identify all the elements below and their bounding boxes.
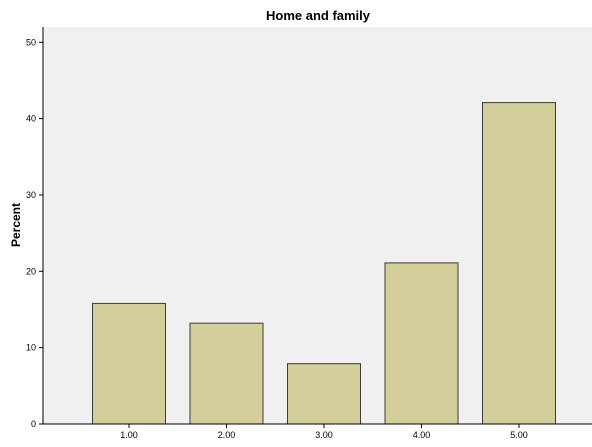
chart-title: Home and family (266, 8, 371, 23)
x-tick-label: 3.00 (315, 430, 333, 440)
y-tick-label: 50 (26, 37, 36, 47)
x-tick-label: 1.00 (120, 430, 138, 440)
y-axis-label: Percent (9, 203, 23, 247)
bar-1 (92, 302, 166, 425)
bars-group (92, 102, 556, 425)
y-axis: 0 10 20 30 40 50 (26, 27, 44, 429)
y-tick-label: 0 (31, 419, 36, 429)
y-tick-label: 30 (26, 190, 36, 200)
bar-4 (384, 262, 459, 425)
x-tick-label: 2.00 (218, 430, 236, 440)
bar-5 (482, 102, 556, 425)
y-tick-label: 10 (26, 343, 36, 353)
y-tick-label: 20 (26, 266, 36, 276)
x-tick-label: 4.00 (413, 430, 431, 440)
x-axis: 1.00 2.00 3.00 4.00 5.00 (43, 423, 592, 440)
x-tick-label: 5.00 (510, 430, 528, 440)
bar-3 (287, 363, 361, 425)
y-tick-label: 40 (26, 114, 36, 124)
bar-2 (189, 322, 264, 425)
